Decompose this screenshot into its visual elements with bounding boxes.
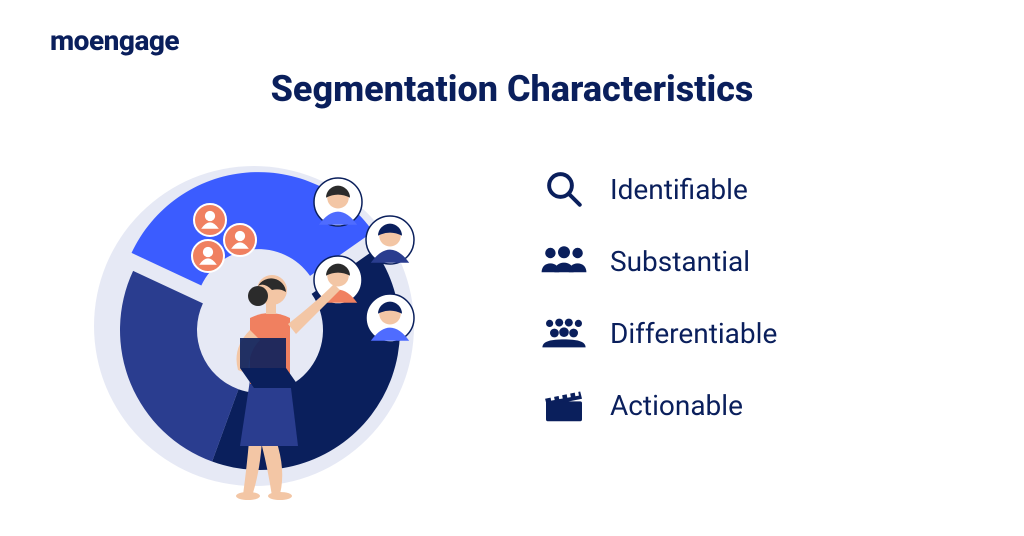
clapper-icon: [540, 386, 588, 424]
item-label: Identifiable: [610, 173, 748, 206]
item-label: Differentiable: [610, 317, 777, 350]
list-item: Actionable: [540, 386, 777, 424]
item-label: Actionable: [610, 389, 743, 422]
list-item: Identifiable: [540, 170, 777, 208]
page-title: Segmentation Characteristics: [0, 68, 1024, 110]
people-icon: [540, 242, 588, 280]
segmentation-illustration: [90, 140, 450, 500]
list-item: Differentiable: [540, 314, 777, 352]
brand-logo: moengage: [50, 24, 179, 57]
crowd-icon: [540, 314, 588, 352]
characteristics-list: Identifiable Substantial Differentiable …: [540, 170, 777, 424]
search-icon: [540, 170, 588, 208]
item-label: Substantial: [610, 245, 750, 278]
list-item: Substantial: [540, 242, 777, 280]
